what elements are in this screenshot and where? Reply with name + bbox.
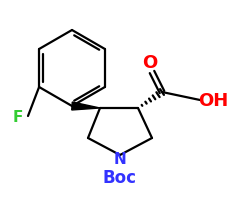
Text: F: F xyxy=(13,111,23,126)
Text: OH: OH xyxy=(198,92,228,110)
Text: N: N xyxy=(114,152,126,167)
Text: Boc: Boc xyxy=(103,169,137,187)
Polygon shape xyxy=(72,102,100,110)
Text: O: O xyxy=(142,54,158,72)
